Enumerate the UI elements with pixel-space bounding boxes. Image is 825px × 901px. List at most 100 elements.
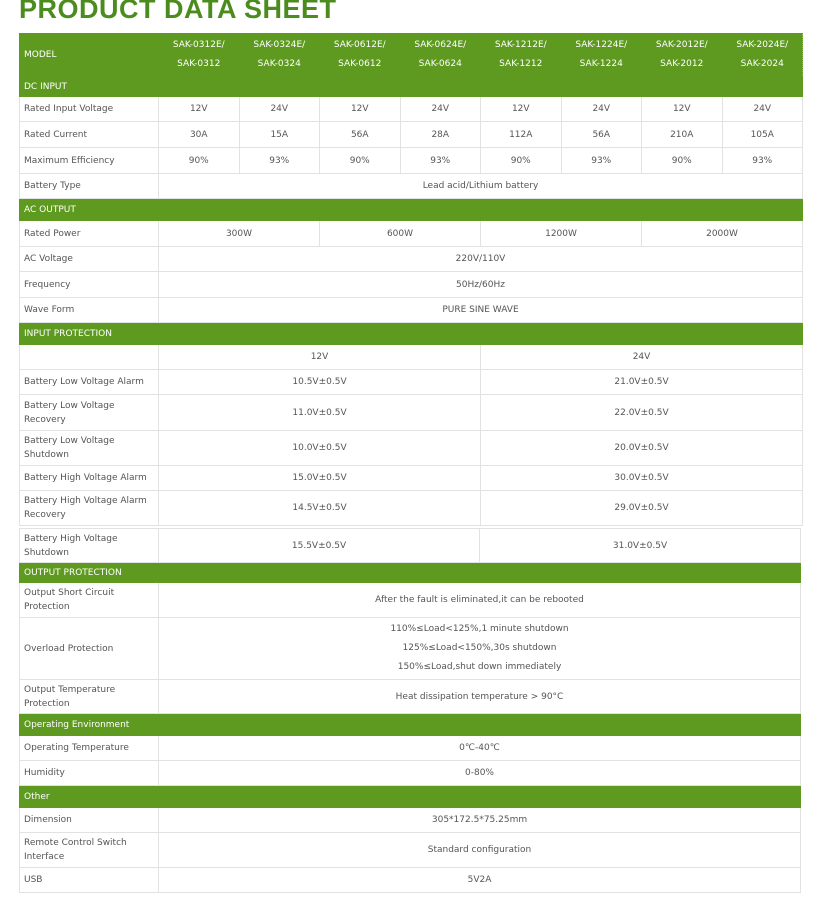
value-cell: 21.0V±0.5V <box>480 369 803 395</box>
value-cell: AC OUTPUT <box>19 198 803 221</box>
value-cell: 50Hz/60Hz <box>158 271 803 298</box>
row-remote-control: Remote Control Switch Interface Standard … <box>19 832 801 868</box>
row-max-efficiency: Maximum Efficiency 90% 93% 90% 93% 90% 93% 90%… <box>19 147 803 174</box>
model-cell: SAK-0312E/SAK-0312 <box>158 33 240 77</box>
row-input-protection: Battery High Voltage Alarm 15.0V±0.5V 30.0… <box>19 465 803 491</box>
row-humidity: Humidity 0-80% <box>19 760 801 786</box>
row-label: Operating Temperature <box>19 735 159 761</box>
value-cell: 210A <box>641 121 723 148</box>
section-dc-input: DC INPUT <box>19 76 803 97</box>
value-cell: 20.0V±0.5V <box>480 430 803 466</box>
value-cell: 110%≤Load<125%,1 minute shutdown 125%≤Loa… <box>158 617 801 680</box>
value-cell: After the fault is eliminated,it can be … <box>158 582 801 618</box>
row-label: Output Short Circuit Protection <box>19 582 159 618</box>
row-battery-type: Battery Type Lead acid/Lithium battery <box>19 173 803 199</box>
value-cell: 10.5V±0.5V <box>158 369 481 395</box>
text-line: SAK-0312E/ <box>172 40 225 50</box>
text-line: 125%≤Load<150%,30s shutdown <box>402 643 557 653</box>
text-line: SAK-0624E/ <box>414 40 467 50</box>
row-rated-current: Rated Current 30A 15A 56A 28A 112A 56A 210A 105… <box>19 121 803 148</box>
row-rated-power: Rated Power 300W 600W 1200W 2000W <box>19 220 803 247</box>
row-label: Battery Low Voltage Recovery <box>19 394 159 431</box>
row-label: Battery Low Voltage Shutdown <box>19 430 159 466</box>
value-cell: 90% <box>480 147 562 174</box>
model-cell: SAK-1212E/SAK-1212 <box>480 33 562 77</box>
value-cell: OUTPUT PROTECTION <box>19 562 801 583</box>
row-dimension: Dimension 305*172.5*75.25mm <box>19 807 801 833</box>
model-cell: SAK-2012E/SAK-2012 <box>641 33 723 77</box>
row-label: Rated Current <box>19 121 159 148</box>
value-cell: Lead acid/Lithium battery <box>158 173 803 199</box>
value-cell: 24V <box>721 96 803 122</box>
value-cell: 56A <box>560 121 642 148</box>
value-cell: 12V <box>480 96 562 122</box>
text-line: SAK-0612E/ <box>333 40 386 50</box>
row-frequency: Frequency 50Hz/60Hz <box>19 271 803 298</box>
row-input-protection: Battery Low Voltage Alarm 10.5V±0.5V 21.0V… <box>19 369 803 395</box>
value-cell: 11.0V±0.5V <box>158 394 481 431</box>
value-cell: 220V/110V <box>158 246 803 272</box>
value-cell: 300W <box>158 220 320 247</box>
value-cell: 12V <box>158 96 240 122</box>
row-label: Remote Control Switch Interface <box>19 832 159 868</box>
value-cell: 112A <box>480 121 562 148</box>
row-label: Humidity <box>19 760 159 786</box>
value-cell: 5V2A <box>158 867 801 893</box>
value-cell: 15A <box>238 121 320 148</box>
value-cell: 90% <box>319 147 401 174</box>
row-label: Dimension <box>19 807 159 833</box>
row-label <box>19 344 159 370</box>
value-cell: 105A <box>721 121 803 148</box>
model-label: MODEL <box>19 33 159 77</box>
row-label: Output Temperature Protection <box>19 679 159 714</box>
text-line: SAK-2024E/ <box>736 40 789 50</box>
row-input-protection: Battery High Voltage Shutdown 15.5V±0.5V 3… <box>19 528 801 563</box>
value-cell: 24V <box>399 96 481 122</box>
value-cell: 28A <box>399 121 481 148</box>
value-cell: 56A <box>319 121 401 148</box>
value-cell: 30.0V±0.5V <box>480 465 803 491</box>
row-label: Wave Form <box>19 297 159 323</box>
text-line: SAK-0324 <box>257 59 301 69</box>
value-cell: 600W <box>319 220 481 247</box>
row-label: Battery Low Voltage Alarm <box>19 369 159 395</box>
value-cell: 24V <box>480 344 803 370</box>
row-label: Battery High Voltage Alarm Recovery <box>19 490 159 526</box>
row-label: Battery High Voltage Alarm <box>19 465 159 491</box>
value-cell: 30A <box>158 121 240 148</box>
row-label: Frequency <box>19 271 159 298</box>
model-cell: SAK-0624E/SAK-0624 <box>399 33 481 77</box>
value-cell: PURE SINE WAVE <box>158 297 803 323</box>
text-line: SAK-1224E/ <box>575 40 628 50</box>
value-cell: Heat dissipation temperature > 90°C <box>158 679 801 714</box>
row-label: Maximum Efficiency <box>19 147 159 174</box>
text-line: SAK-1212E/ <box>494 40 547 50</box>
row-wave-form: Wave Form PURE SINE WAVE <box>19 297 803 323</box>
value-cell: Other <box>19 785 801 808</box>
value-cell: Standard configuration <box>158 832 801 868</box>
value-cell: 90% <box>641 147 723 174</box>
text-line: SAK-1224 <box>579 59 623 69</box>
section-input-protection: INPUT PROTECTION <box>19 322 803 345</box>
row-operating-temperature: Operating Temperature 0℃-40℃ <box>19 735 801 761</box>
text-line: 150%≤Load,shut down immediately <box>397 662 562 672</box>
text-line: 110%≤Load<125%,1 minute shutdown <box>390 624 569 634</box>
spec-table: MODEL SAK-0312E/SAK-0312 SAK-0324E/SAK-0… <box>19 33 803 526</box>
spec-table-continued: Battery High Voltage Shutdown 15.5V±0.5V 3… <box>19 528 801 893</box>
row-label: Rated Power <box>19 220 159 247</box>
row-rated-input-voltage: Rated Input Voltage 12V 24V 12V 24V 12V 24V 12… <box>19 96 803 122</box>
value-cell: 12V <box>641 96 723 122</box>
row-input-protection: Battery Low Voltage Shutdown 10.0V±0.5V 20… <box>19 430 803 466</box>
value-cell: 93% <box>238 147 320 174</box>
text-line: SAK-2024 <box>740 59 784 69</box>
text-line: SAK-0324E/ <box>253 40 306 50</box>
page-title: PRODUCT DATA SHEET <box>19 0 337 24</box>
value-cell: 15.0V±0.5V <box>158 465 481 491</box>
row-label: AC Voltage <box>19 246 159 272</box>
row-input-protection: Battery High Voltage Alarm Recovery 14.5V… <box>19 490 803 526</box>
text-line: SAK-0624 <box>418 59 462 69</box>
value-cell: 93% <box>721 147 803 174</box>
row-usb: USB 5V2A <box>19 867 801 893</box>
row-input-protection: Battery Low Voltage Recovery 11.0V±0.5V 22… <box>19 394 803 431</box>
value-cell: 1200W <box>480 220 642 247</box>
